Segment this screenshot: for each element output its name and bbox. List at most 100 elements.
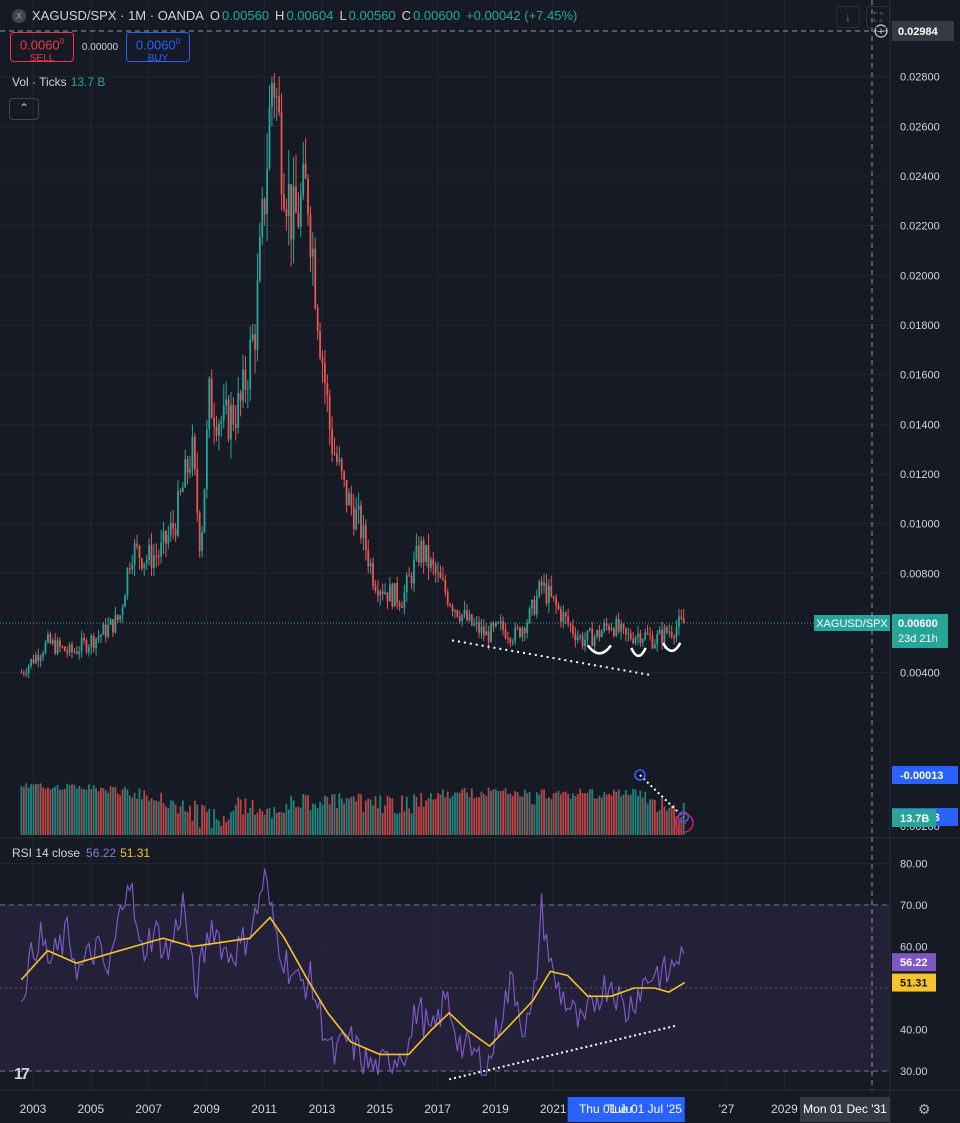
- volume-bar: [193, 800, 196, 835]
- volume-bar: [100, 787, 102, 835]
- candle-body: [596, 630, 598, 637]
- candle-body: [444, 579, 447, 593]
- symbol-icon[interactable]: X: [12, 8, 26, 23]
- volume-bar: [514, 791, 517, 835]
- candle-body: [292, 186, 295, 240]
- candle-body: [494, 622, 497, 627]
- candle-body: [576, 637, 579, 641]
- volume-bar: [504, 788, 507, 835]
- candle-body: [345, 479, 348, 506]
- volume-bar: [625, 789, 627, 835]
- volume-legend[interactable]: Vol · Ticks 13.7 B: [12, 75, 105, 89]
- volume-bar: [458, 792, 461, 835]
- candle-body: [39, 657, 42, 661]
- rsi-value-box: [892, 973, 936, 992]
- candle-body: [304, 163, 307, 179]
- candle-body: [425, 544, 427, 562]
- volume-bar: [44, 788, 47, 835]
- volume-bar: [299, 807, 302, 835]
- volume-bar: [463, 787, 466, 835]
- candle-body: [227, 399, 230, 440]
- candle-body: [627, 633, 630, 635]
- rsi-support-trendline: [448, 1024, 678, 1081]
- candle-body: [641, 639, 644, 643]
- candle-body: [78, 651, 81, 654]
- volume-bar: [32, 784, 35, 835]
- candle-body: [112, 619, 114, 633]
- candle-body: [263, 198, 266, 215]
- fullscreen-icon[interactable]: ⛶: [866, 6, 890, 28]
- candle-body: [116, 614, 119, 620]
- time-tick-label: 2007: [135, 1102, 162, 1116]
- volume-bar: [343, 803, 346, 835]
- candle-body: [246, 388, 249, 390]
- volume-bar: [410, 813, 413, 835]
- crosshair-date-box: [800, 1097, 890, 1122]
- collapse-chevron-icon[interactable]: ⌃: [9, 98, 39, 120]
- time-tick-label: 2017: [424, 1102, 451, 1116]
- volume-bar: [432, 799, 435, 835]
- candle-body: [169, 523, 172, 535]
- volume-bar: [218, 820, 220, 835]
- sell-button[interactable]: 0.00600 SELL: [10, 32, 74, 64]
- candle-body: [511, 641, 514, 643]
- volume-bar: [333, 793, 336, 835]
- candle-body: [333, 453, 336, 455]
- candle-body: [297, 212, 300, 227]
- volume-bar: [162, 803, 165, 835]
- lightning-icon-glyph: ⚡: [680, 817, 688, 830]
- volume-bar: [362, 811, 365, 835]
- volume-bar: [357, 793, 360, 835]
- candle-body: [605, 623, 608, 626]
- candle-body: [184, 459, 187, 488]
- volume-bar: [429, 793, 432, 835]
- volume-bar: [627, 795, 630, 835]
- volume-bar: [63, 788, 66, 835]
- candle-body: [189, 469, 191, 473]
- candle-body: [632, 638, 635, 643]
- candle-body: [119, 615, 122, 620]
- volume-bar: [682, 802, 685, 835]
- candle-body: [32, 659, 35, 664]
- ohlc-low-label: L: [339, 8, 347, 23]
- volume-bar: [408, 808, 411, 835]
- volume-bar: [234, 804, 237, 835]
- volume-bar: [213, 809, 216, 835]
- candle-body: [210, 378, 213, 418]
- candle-body: [362, 524, 365, 539]
- down-arrow-icon[interactable]: ↓: [836, 6, 860, 28]
- buy-button[interactable]: 0.00600 BUY: [126, 32, 190, 64]
- candle-body: [328, 395, 331, 430]
- candle-body: [612, 628, 615, 636]
- sell-label: SELL: [29, 53, 55, 65]
- volume-bar: [673, 804, 675, 835]
- volume-bar: [124, 786, 126, 835]
- volume-value-box: [892, 766, 958, 784]
- volume-bar: [376, 807, 379, 835]
- tradingview-logo[interactable]: 17: [14, 1066, 30, 1083]
- volume-bar: [138, 788, 141, 835]
- rounded-bottom-arc: [630, 647, 647, 658]
- crosshair-date-label: Mon 01 Dec '31: [803, 1102, 887, 1116]
- candle-body: [468, 614, 471, 621]
- candle-body: [572, 625, 574, 634]
- candle-body: [239, 392, 242, 401]
- candle-body: [278, 96, 281, 113]
- chart-header: X XAGUSD/SPX · 1M · OANDA O 0.00560 H 0.00…: [12, 8, 577, 23]
- volume-bar: [526, 793, 529, 835]
- volume-bar: [396, 814, 399, 835]
- gear-icon[interactable]: ⚙: [918, 1101, 931, 1117]
- candle-body: [302, 163, 305, 196]
- price-tick-label: 0.01000: [900, 519, 940, 531]
- volume-bar: [51, 787, 54, 835]
- candle-body: [54, 640, 57, 654]
- symbol-title[interactable]: XAGUSD/SPX · 1M · OANDA: [32, 8, 204, 23]
- volume-bar: [386, 795, 389, 835]
- volume-bar: [34, 783, 37, 835]
- volume-bar: [425, 800, 427, 835]
- candle-body: [140, 558, 143, 569]
- volume-bar: [427, 798, 430, 835]
- rsi-legend[interactable]: RSI 14 close 56.22 51.31: [12, 846, 150, 860]
- volume-bar: [119, 795, 122, 835]
